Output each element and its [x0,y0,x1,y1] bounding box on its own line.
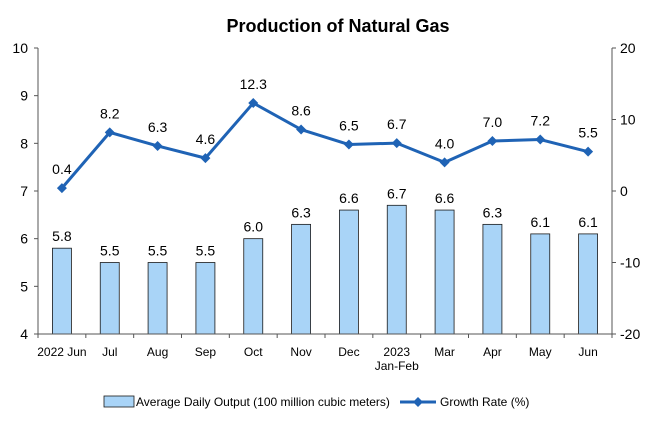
category-label: Mar [434,345,455,359]
bar [52,247,72,335]
legend-bar-swatch [103,395,135,408]
bar [578,233,598,335]
growth-rate-value-label: 6.3 [148,119,168,135]
bar-value-label: 6.1 [578,214,598,230]
category-label: Oct [244,345,263,359]
bar [243,238,264,335]
chart-title: Production of Natural Gas [226,16,449,36]
growth-rate-marker [56,183,67,194]
bar-value-label: 6.3 [483,204,503,220]
growth-rate-marker [343,139,354,150]
bar [434,209,455,335]
left-axis: 4 5 6 7 8 9 10 [12,40,38,342]
left-tick-label: 9 [20,88,28,104]
bar-value-label: 6.7 [387,185,407,201]
category-label: Apr [483,345,502,359]
growth-rate-value-label: 4.6 [196,131,216,147]
growth-rate-marker [248,98,259,109]
growth-rate-value-label: 7.0 [483,114,503,130]
category-label: Nov [290,345,311,359]
bar-value-label: 5.5 [196,243,216,259]
growth-rate-marker [535,134,546,145]
left-tick-label: 4 [20,326,28,342]
bar-value-label: 5.5 [100,243,120,259]
category-label: 2022 Jun [37,345,86,359]
left-tick-label: 5 [20,278,28,294]
legend-line-label: Growth Rate (%) [440,395,529,409]
left-tick-label: 10 [12,40,28,56]
bar [530,233,551,335]
category-label: Aug [147,345,168,359]
bar [99,262,120,335]
left-tick-label: 6 [20,231,28,247]
right-tick-label: -10 [620,255,640,271]
growth-rate-value-label: 6.5 [339,118,359,134]
bar [339,209,359,335]
category-label: Sep [195,345,217,359]
category-label: May [529,345,552,359]
legend-bar-label: Average Daily Output (100 million cubic … [136,395,390,409]
right-tick-label: 10 [620,112,636,128]
right-tick-label: 20 [620,40,636,56]
growth-rate-marker [104,127,115,138]
growth-rate-marker [391,138,402,149]
growth-rate-value-label: 8.6 [291,103,311,119]
bar [147,262,168,335]
bar-value-label: 6.6 [435,190,455,206]
bar-value-label: 6.6 [339,190,359,206]
legend-line-marker [413,397,423,407]
growth-rate-value-label: 12.3 [240,76,267,92]
growth-rate-marker [439,157,450,168]
category-label: Jun [578,345,597,359]
left-tick-label: 8 [20,135,28,151]
growth-rate-marker [152,140,163,151]
growth-rate-marker [296,124,307,135]
bar-value-label: 6.0 [244,219,264,235]
growth-rate-marker [583,146,594,157]
bar-series: 5.8 5.5 5.5 5.5 6.0 6.3 6.6 6.7 6.6 6.3 6.1 6.1 [52,185,598,335]
bar [291,223,311,335]
category-label: 2023 [383,345,410,359]
growth-rate-value-label: 8.2 [100,105,120,121]
bar-value-label: 5.8 [52,228,72,244]
growth-rate-marker [200,153,211,164]
growth-rate-value-label: 5.5 [578,125,598,141]
growth-rate-line [60,101,589,190]
growth-rate-marker [487,135,498,146]
bar [195,262,216,335]
right-axis: -20 -10 0 10 20 [612,40,640,342]
growth-rate-value-label: 7.2 [531,113,551,129]
bar [386,204,407,335]
growth-rate-value-label: 0.4 [52,161,72,177]
bar-value-label: 6.1 [531,214,551,230]
category-label: Dec [338,345,359,359]
bar-value-label: 5.5 [148,243,168,259]
line-series: 0.4 8.2 6.3 4.6 12.3 8.6 6.5 6.7 4.0 7.0 7.2 5.5 [52,76,598,194]
category-label: Jul [102,345,117,359]
growth-rate-value-label: 4.0 [435,135,455,151]
right-tick-label: 0 [620,183,628,199]
bar [482,223,503,335]
legend: Average Daily Output (100 million cubic … [103,395,529,409]
left-tick-label: 7 [20,183,28,199]
bar-value-label: 6.3 [291,204,311,220]
growth-rate-value-label: 6.7 [387,116,407,132]
category-label: Jan-Feb [375,359,419,373]
right-tick-label: -20 [620,326,640,342]
